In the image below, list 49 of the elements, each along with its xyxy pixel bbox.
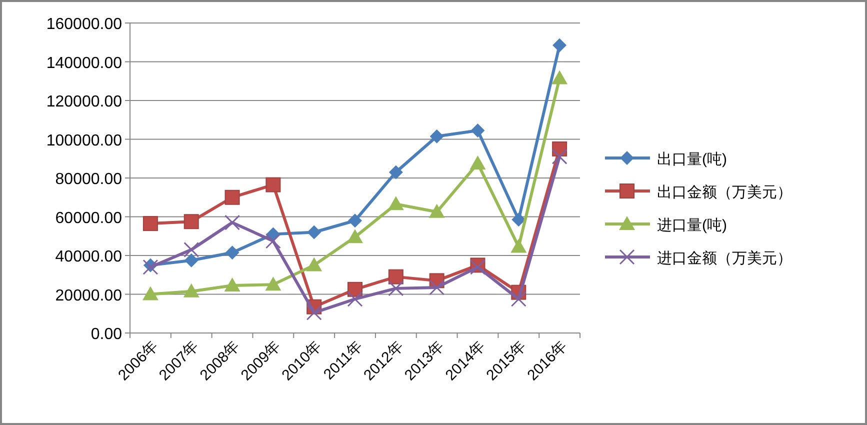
point — [142, 286, 158, 300]
point — [388, 165, 403, 180]
point — [430, 129, 444, 144]
y-tick-label: 40000.00 — [55, 248, 122, 266]
y-tick-label: 60000.00 — [55, 210, 122, 227]
point — [224, 214, 240, 230]
point — [306, 257, 322, 272]
point — [142, 259, 158, 275]
point — [388, 196, 404, 210]
legend-label: 进口金额（万美元） — [657, 250, 792, 267]
point — [348, 214, 362, 228]
point — [429, 280, 445, 296]
point — [224, 190, 240, 205]
point — [266, 177, 281, 192]
point — [428, 204, 445, 218]
point — [183, 283, 200, 298]
point — [388, 269, 404, 284]
legend-label: 出口金额（万美元） — [657, 184, 792, 201]
y-tick-label: 80000.00 — [55, 171, 122, 188]
point — [306, 304, 322, 320]
point — [347, 229, 363, 244]
y-tick-label: 20000.00 — [55, 287, 122, 304]
point — [470, 155, 486, 170]
point — [184, 214, 199, 230]
point — [510, 238, 527, 253]
point — [388, 280, 404, 296]
y-tick-label: 140000.00 — [46, 54, 122, 72]
point — [142, 216, 158, 232]
y-tick-label: 0.00 — [90, 326, 122, 343]
legend-label: 出口量(吨) — [657, 151, 727, 168]
legend-label: 进口量(吨) — [657, 217, 727, 234]
point — [510, 291, 526, 307]
point — [307, 225, 322, 240]
point — [225, 246, 240, 260]
y-tick-label: 120000.00 — [46, 94, 122, 110]
point — [512, 212, 526, 227]
point — [552, 70, 568, 84]
point — [348, 282, 362, 297]
point — [470, 124, 485, 138]
y-tick-label: 100000.00 — [46, 132, 122, 150]
point — [265, 276, 282, 291]
point — [224, 278, 240, 292]
point — [347, 291, 363, 307]
point — [184, 253, 198, 268]
point — [184, 242, 200, 258]
y-tick-label: 160000.00 — [46, 16, 122, 33]
point — [552, 148, 568, 164]
point — [552, 38, 567, 52]
point — [265, 233, 281, 249]
